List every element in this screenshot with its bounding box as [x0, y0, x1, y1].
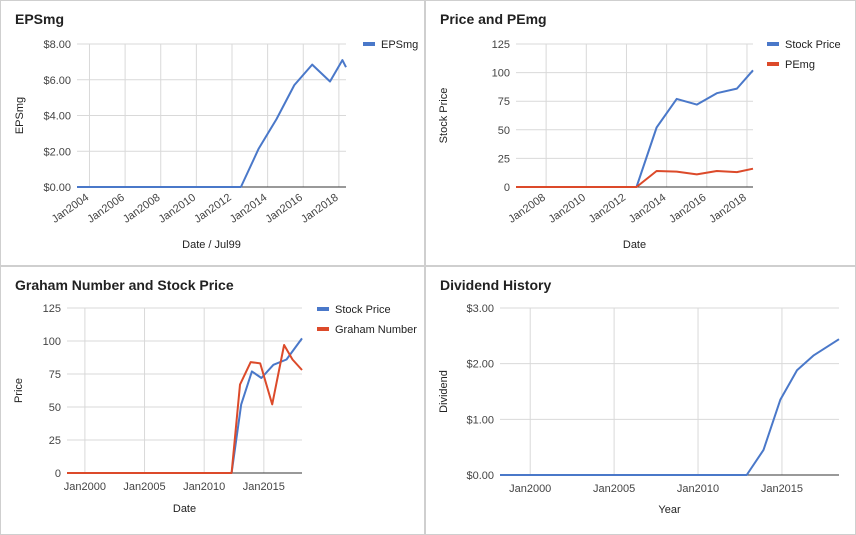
- y-tick-label: $0.00: [466, 470, 494, 482]
- x-tick-label: Jan2010: [157, 192, 198, 226]
- chart-title: EPSmg: [15, 11, 65, 27]
- y-tick-label: $3.00: [466, 303, 494, 315]
- x-axis-title: Year: [658, 504, 681, 516]
- legend-swatch: [363, 42, 375, 46]
- x-tick-label: Jan2008: [506, 192, 547, 226]
- series-line-graham-number: [67, 344, 303, 474]
- y-tick-label: $8.00: [43, 39, 71, 51]
- x-tick-label: Jan2010: [547, 192, 588, 226]
- legend-swatch: [767, 62, 779, 66]
- x-axis-title: Date: [173, 503, 196, 515]
- legend-swatch: [767, 42, 779, 46]
- x-tick-label: Jan2016: [667, 192, 708, 226]
- y-tick-label: 75: [498, 96, 510, 108]
- y-tick-label: 0: [504, 182, 510, 194]
- x-tick-label: Jan2012: [192, 192, 233, 226]
- graham-chart: 0 25 50 75 100 125 Jan2000 Jan2005 Jan2010 Jan201…: [13, 303, 417, 515]
- legend-label: EPSmg: [381, 39, 418, 51]
- eps-chart-panel: EPSmg $0.00 $2.00 $4.00 $6.00 $8.00 Jan2004 Ja…: [1, 1, 424, 265]
- price-pe-chart: 0255075100125Jan2008Jan2010Jan2012Jan201…: [438, 39, 841, 251]
- x-tick-label: Jan2015: [243, 481, 285, 493]
- y-axis-title: Dividend: [438, 370, 450, 413]
- x-axis-title: Date / Jul99: [182, 239, 241, 251]
- x-tick-label: Jan2014: [627, 192, 668, 226]
- y-axis-title: EPSmg: [14, 97, 26, 134]
- y-tick-label: $1.00: [466, 414, 494, 426]
- series-line-dividend: [500, 338, 840, 476]
- x-tick-label: Jan2012: [587, 192, 628, 226]
- y-tick-label: 100: [43, 336, 61, 348]
- legend-label: Stock Price: [335, 304, 391, 316]
- x-tick-label: Jan2018: [299, 192, 340, 226]
- chart-title: Dividend History: [440, 277, 552, 293]
- y-tick-label: $2.00: [466, 359, 494, 371]
- x-tick-label: Jan2016: [263, 192, 304, 226]
- x-tick-label: Jan2004: [50, 192, 91, 226]
- legend-label: PEmg: [785, 59, 815, 71]
- x-tick-label: Jan2005: [593, 483, 635, 495]
- y-tick-label: 0: [55, 468, 61, 480]
- y-tick-label: $6.00: [43, 75, 71, 87]
- price-pe-chart-panel: Price and PEmg 0 25 50 75 100 125 Jan2008 Jan20…: [426, 1, 855, 265]
- legend-label: Graham Number: [335, 324, 417, 336]
- y-tick-label: 25: [49, 435, 61, 447]
- legend-label: Stock Price: [785, 39, 841, 51]
- series-line-epsmg: [77, 59, 347, 188]
- x-tick-label: Jan2015: [761, 483, 803, 495]
- x-tick-label: Jan2008: [121, 192, 162, 226]
- x-tick-label: Jan2014: [228, 192, 269, 226]
- y-tick-label: 50: [498, 125, 510, 137]
- dividend-chart-panel: Dividend History $0.00 $1.00 $2.00 $3.00 Jan…: [426, 267, 855, 534]
- legend-swatch: [317, 307, 329, 311]
- legend-swatch: [317, 327, 329, 331]
- x-tick-label: Jan2018: [707, 192, 748, 226]
- y-axis-title: Stock Price: [438, 88, 450, 144]
- y-tick-label: $2.00: [43, 146, 71, 158]
- series-line-stock-price: [67, 337, 303, 474]
- y-tick-label: 125: [43, 303, 61, 315]
- x-axis-title: Date: [623, 239, 646, 251]
- y-tick-label: $4.00: [43, 111, 71, 123]
- series-line-pemg: [516, 167, 754, 188]
- dividend-chart: $0.00 $1.00 $2.00 $3.00 Jan2000 Jan2005 Jan201…: [438, 303, 840, 516]
- x-tick-label: Jan2000: [509, 483, 551, 495]
- x-tick-label: Jan2010: [183, 481, 225, 493]
- eps-chart: $0.00$2.00$4.00$6.00$8.00Jan2004Jan2006J…: [14, 39, 418, 251]
- y-tick-label: 25: [498, 153, 510, 165]
- y-tick-label: 75: [49, 369, 61, 381]
- chart-title: Price and PEmg: [440, 11, 547, 27]
- y-tick-label: 50: [49, 402, 61, 414]
- y-tick-label: 100: [492, 68, 510, 80]
- graham-chart-panel: Graham Number and Stock Price 0 25 50 75 100…: [1, 267, 424, 534]
- y-tick-label: 125: [492, 39, 510, 51]
- series-line-stock-price: [516, 69, 754, 188]
- x-tick-label: Jan2010: [677, 483, 719, 495]
- x-tick-label: Jan2006: [85, 192, 126, 226]
- y-tick-label: $0.00: [43, 182, 71, 194]
- x-tick-label: Jan2000: [64, 481, 106, 493]
- chart-title: Graham Number and Stock Price: [15, 277, 234, 293]
- y-axis-title: Price: [13, 378, 25, 403]
- x-tick-label: Jan2005: [123, 481, 165, 493]
